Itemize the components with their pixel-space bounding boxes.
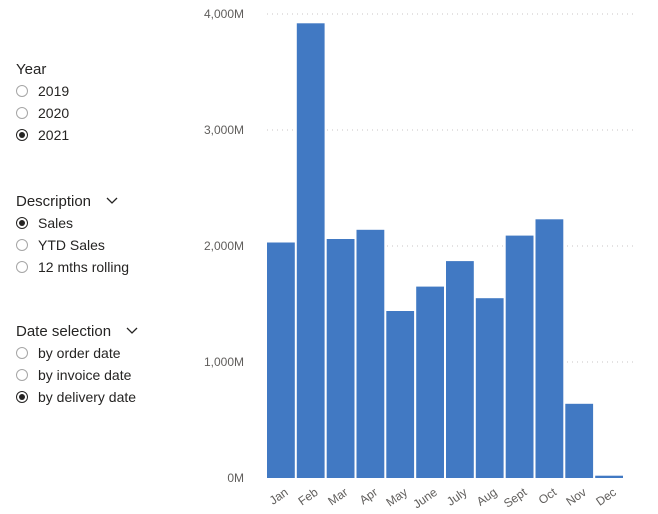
bar (505, 235, 534, 478)
radio-selected-icon[interactable] (16, 217, 28, 229)
option-label: 2020 (38, 105, 70, 121)
year-option-2021[interactable]: 2021 (16, 124, 69, 146)
option-label: 12 mths rolling (38, 259, 130, 275)
bar (296, 23, 325, 479)
bar (535, 219, 564, 479)
y-tick-label: 2,000M (204, 239, 244, 253)
date-option-by-order-date[interactable]: by order date (16, 342, 139, 364)
bar (326, 239, 355, 478)
radio-icon[interactable] (16, 369, 28, 381)
radio-icon[interactable] (16, 239, 28, 251)
x-tick-label: Nov (563, 485, 589, 509)
radio-icon[interactable] (16, 107, 28, 119)
bar (356, 229, 385, 478)
radio-icon[interactable] (16, 85, 28, 97)
year-option-2019[interactable]: 2019 (16, 80, 69, 102)
bar (595, 475, 623, 478)
option-label: by invoice date (38, 367, 132, 383)
x-tick-label: Mar (325, 485, 350, 508)
bar (565, 403, 594, 478)
description-option-12-mths-rolling[interactable]: 12 mths rolling (16, 256, 129, 278)
x-tick-label: Apr (357, 485, 380, 507)
radio-selected-icon[interactable] (16, 129, 28, 141)
date-selection-slicer: Date selection by order date by invoice … (16, 320, 139, 408)
y-tick-label: 1,000M (204, 355, 244, 369)
description-slicer-title: Description (16, 192, 92, 210)
y-tick-label: 4,000M (204, 7, 244, 21)
option-label: YTD Sales (38, 237, 105, 253)
date-option-by-invoice-date[interactable]: by invoice date (16, 364, 139, 386)
year-slicer: Year 2019 2020 2021 (16, 58, 69, 146)
year-option-2020[interactable]: 2020 (16, 102, 69, 124)
option-label: Sales (38, 215, 74, 231)
x-tick-label: Jan (267, 485, 291, 508)
option-label: by order date (38, 345, 121, 361)
bar (386, 311, 415, 478)
x-tick-label: Oct (536, 485, 560, 508)
description-slicer: Description Sales YTD Sales 12 mths roll… (16, 190, 129, 278)
x-tick-label: Feb (296, 485, 321, 509)
radio-selected-icon[interactable] (16, 391, 28, 403)
description-option-ytd-sales[interactable]: YTD Sales (16, 234, 129, 256)
x-tick-label: May (383, 485, 410, 509)
description-option-sales[interactable]: Sales (16, 212, 129, 234)
date-option-by-delivery-date[interactable]: by delivery date (16, 386, 139, 408)
y-tick-label: 3,000M (204, 123, 244, 137)
radio-icon[interactable] (16, 347, 28, 359)
option-label: 2019 (38, 83, 70, 99)
chevron-down-icon[interactable] (105, 194, 119, 208)
bar (267, 242, 295, 478)
y-tick-label: 0M (227, 471, 244, 485)
bar (446, 261, 474, 478)
x-tick-label: Aug (474, 485, 500, 509)
option-label: 2021 (38, 127, 70, 143)
radio-icon[interactable] (16, 261, 28, 273)
year-slicer-title: Year (16, 60, 47, 78)
date-selection-slicer-title: Date selection (16, 322, 112, 340)
x-tick-label: Dec (593, 485, 619, 509)
bar (416, 286, 444, 478)
x-tick-label: Sept (501, 485, 530, 511)
chevron-down-icon[interactable] (125, 324, 139, 338)
bar (475, 298, 504, 478)
option-label: by delivery date (38, 389, 137, 405)
x-tick-label: July (444, 485, 470, 509)
x-tick-label: June (410, 485, 440, 512)
